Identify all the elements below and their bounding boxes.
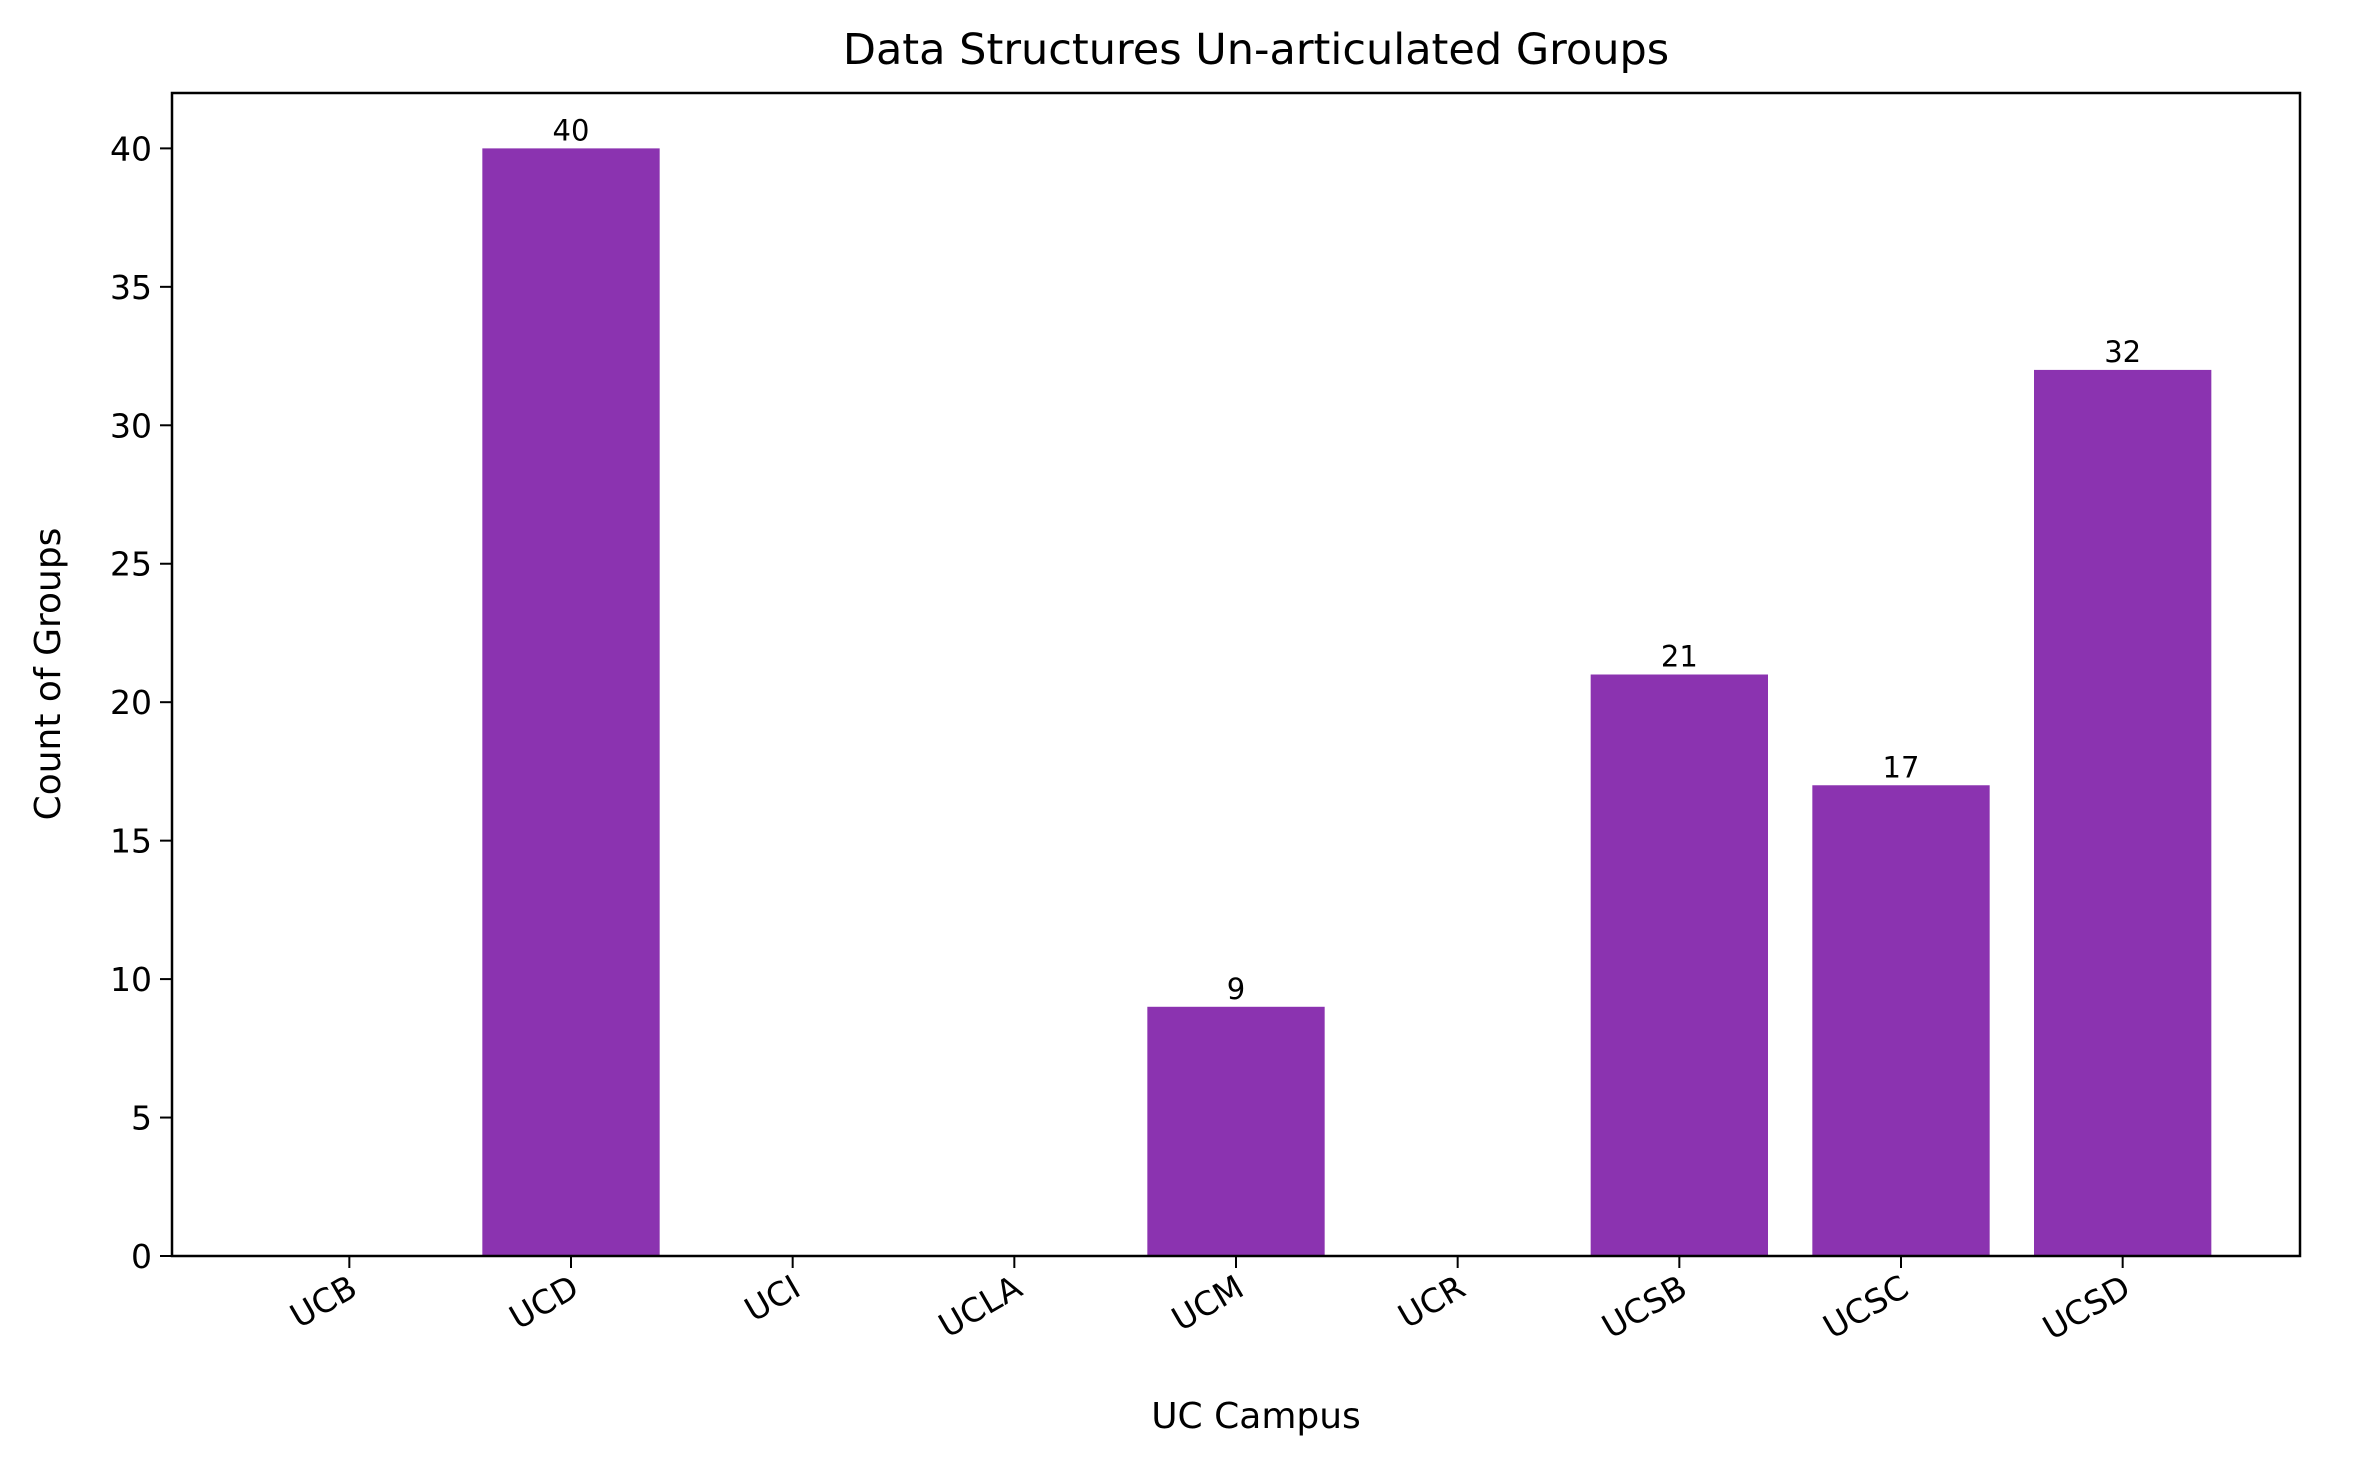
x-tick-label-ucr: UCR [1391, 1267, 1471, 1336]
y-tick-label: 5 [131, 1099, 152, 1138]
bar-ucm [1147, 1006, 1325, 1256]
y-tick-label: 20 [110, 683, 152, 722]
x-tick-label-uci: UCI [738, 1267, 807, 1329]
bar-value-label-ucd: 40 [553, 113, 590, 147]
x-tick-label-ucd: UCD [503, 1267, 585, 1337]
bar-ucsb [1590, 674, 1768, 1256]
x-tick-label-ucsc: UCSC [1817, 1267, 1915, 1346]
y-tick-label: 10 [110, 960, 152, 999]
bar-value-label-ucsd: 32 [2104, 335, 2141, 369]
bar-value-label-ucm: 9 [1227, 972, 1245, 1006]
bars-group [482, 148, 2212, 1256]
y-tick-label: 25 [110, 545, 152, 584]
bar-value-label-ucsc: 17 [1883, 750, 1920, 784]
chart-title: Data Structures Un-articulated Groups [843, 25, 1669, 75]
y-tick-label: 0 [131, 1237, 152, 1276]
x-tick-label-ucsb: UCSB [1595, 1267, 1693, 1346]
x-axis-label: UC Campus [1151, 1396, 1361, 1437]
y-tick-label: 30 [110, 406, 152, 445]
x-axis: UCB UCD UCI UCLA UCM UCR UCSB UCSC UCSD [283, 1256, 2137, 1348]
y-tick-label: 15 [110, 822, 152, 861]
x-tick-label-ucla: UCLA [932, 1267, 1029, 1345]
y-axis-label: Count of Groups [28, 528, 69, 821]
bar-ucsc [1812, 785, 1990, 1256]
x-tick-label-ucb: UCB [283, 1267, 363, 1336]
x-tick-label-ucm: UCM [1165, 1267, 1250, 1339]
bar-ucsd [2034, 369, 2212, 1256]
bar-ucd [482, 148, 660, 1256]
y-tick-label: 35 [110, 268, 152, 307]
x-tick-label-ucsd: UCSD [2036, 1267, 2137, 1348]
y-tick-label: 40 [110, 129, 152, 168]
bar-labels-group: 40 9 21 17 32 [553, 113, 2142, 1005]
y-axis: 0 5 10 15 20 25 30 35 40 [110, 129, 172, 1276]
bar-value-label-ucsb: 21 [1661, 640, 1698, 674]
